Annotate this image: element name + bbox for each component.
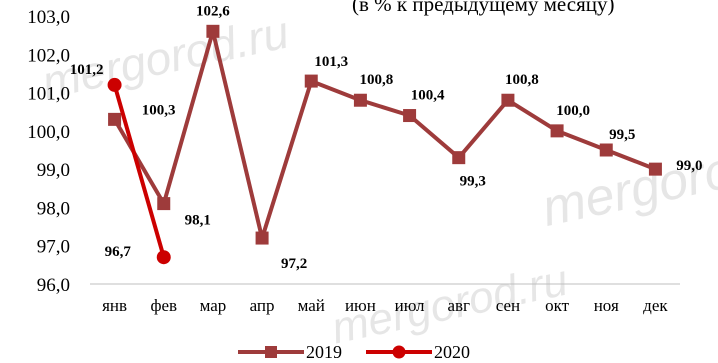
legend-label-2019: 2019 — [306, 342, 342, 362]
x-category-label: апр — [250, 296, 275, 315]
data-point-2019 — [403, 109, 417, 123]
x-axis-category-labels: янв фев мар апр май июн июл авг сен окт ноя дек — [102, 296, 668, 315]
y-tick-label: 102,0 — [27, 45, 70, 66]
data-point-2019 — [108, 112, 122, 126]
legend-marker-2020 — [392, 345, 406, 359]
data-label-2019: 100,8 — [360, 72, 394, 88]
data-point-2019 — [255, 231, 269, 245]
data-label-2019: 101,3 — [314, 54, 348, 70]
data-point-2019 — [501, 93, 515, 107]
data-label-2019: 98,1 — [185, 213, 211, 229]
y-tick-label: 99,0 — [37, 160, 70, 181]
x-category-label: ноя — [594, 296, 619, 315]
data-point-2019 — [206, 24, 220, 38]
data-label-2019: 99,0 — [676, 158, 702, 174]
data-label-2019: 97,2 — [281, 256, 307, 272]
data-point-2020 — [156, 250, 171, 265]
x-category-label: сен — [496, 296, 520, 315]
data-label-2019: 99,5 — [609, 127, 635, 143]
data-label-2019: 100,3 — [142, 102, 176, 118]
data-point-2019 — [452, 151, 466, 165]
data-label-2019: 99,3 — [460, 174, 486, 190]
y-tick-label: 101,0 — [27, 84, 70, 105]
x-category-label: янв — [102, 296, 127, 315]
x-category-label: мар — [200, 296, 227, 315]
series-layer — [107, 24, 662, 265]
data-label-2019: 100,4 — [411, 88, 445, 104]
legend: 2019 2020 — [238, 342, 470, 362]
data-label-2019: 100,0 — [556, 103, 590, 119]
data-point-2019 — [157, 197, 171, 211]
x-category-label: дек — [643, 296, 668, 315]
x-category-label: июл — [395, 296, 425, 315]
data-label-2020: 101,2 — [70, 62, 104, 78]
x-category-label: окт — [545, 296, 570, 315]
data-point-2019 — [599, 143, 613, 157]
y-tick-label: 97,0 — [37, 237, 70, 258]
y-tick-label: 100,0 — [27, 122, 70, 143]
chart-subtitle: (в % к предыдущему месяцу) — [352, 0, 615, 16]
data-label-2019: 102,6 — [196, 3, 230, 19]
data-point-2019 — [648, 162, 662, 176]
y-tick-label: 103,0 — [27, 7, 70, 28]
legend-marker-2019 — [265, 346, 277, 358]
x-category-label: фев — [150, 296, 177, 315]
y-tick-label: 98,0 — [37, 198, 70, 219]
x-category-label: июн — [345, 296, 376, 315]
data-point-2020 — [107, 77, 122, 92]
data-labels-layer: 100,3 98,1 102,6 97,2 101,3 100,8 100,4 99,3 100… — [70, 3, 703, 272]
series-line-2019 — [112, 29, 657, 241]
data-point-2019 — [550, 124, 564, 138]
x-category-label: май — [298, 296, 325, 315]
legend-label-2020: 2020 — [434, 342, 470, 362]
data-label-2020: 96,7 — [105, 244, 132, 260]
data-point-2019 — [353, 93, 367, 107]
data-label-2019: 100,8 — [505, 72, 539, 88]
data-point-2019 — [304, 74, 318, 88]
x-category-label: авг — [447, 296, 470, 315]
series-line-2020 — [112, 84, 166, 258]
y-axis-tick-labels: 96,0 97,0 98,0 99,0 100,0 101,0 102,0 103,0 — [27, 7, 70, 296]
y-tick-label: 96,0 — [37, 275, 70, 296]
